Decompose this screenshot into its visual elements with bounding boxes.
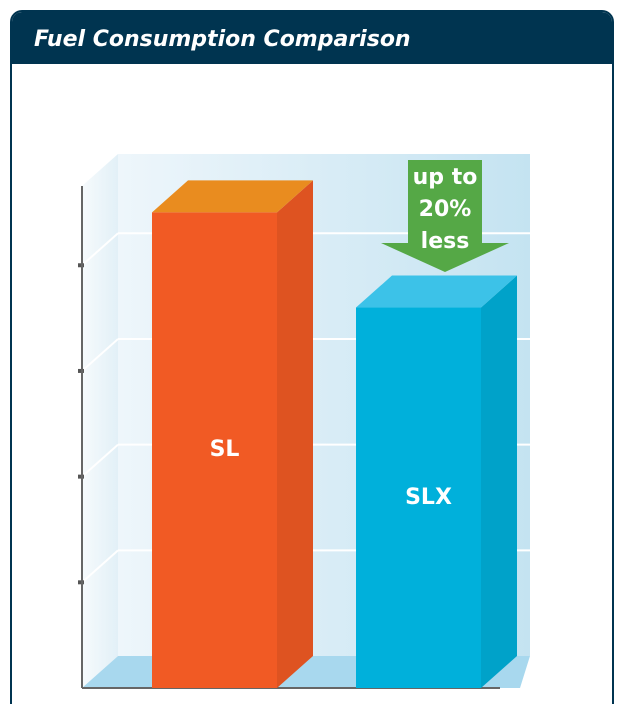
side-wall [82,154,118,688]
annotation: 20% [419,197,472,222]
annotation: up to [413,165,478,190]
bar-label: SLX [405,485,452,510]
bar-side [481,275,517,688]
bar-top [356,275,517,308]
grid-line [81,338,119,372]
grid-line [81,549,119,584]
grid-line [81,443,119,478]
bar-side [277,180,313,688]
bar-label: SL [210,437,240,462]
annotation-arrow [381,160,509,272]
bar [152,212,277,688]
bar-top [152,180,313,213]
chart-title: Fuel Consumption Comparison [12,12,612,64]
bar [356,307,481,688]
annotation: less [421,229,470,254]
grid-line [81,232,119,267]
